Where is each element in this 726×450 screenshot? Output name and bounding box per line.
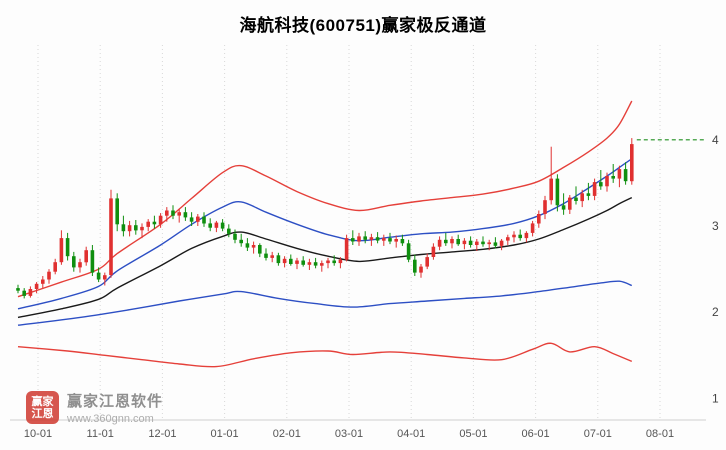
x-tick-label: 03-01 <box>335 428 363 440</box>
x-axis-labels: 10-01 11-01 12-01 01-01 02-01 03-01 04-01 05-01… <box>24 428 674 440</box>
brand-name: 赢家江恩软件 <box>67 393 164 410</box>
band-lower-red <box>17 342 633 368</box>
x-tick-label: 06-01 <box>522 428 550 440</box>
watermark: 赢家 江恩 赢家江恩软件 www.360gnn.com <box>26 390 163 425</box>
x-tick-label: 07-01 <box>584 428 612 440</box>
watermark-text: 赢家江恩软件 www.360gnn.com <box>67 390 163 425</box>
band-lower-blue <box>17 280 633 326</box>
x-tick-label: 10-01 <box>24 428 52 440</box>
x-tick-label: 04-01 <box>397 428 425 440</box>
x-tick-label: 02-01 <box>273 428 301 440</box>
x-tick-label: 11-01 <box>87 428 114 440</box>
logo-text-bottom: 江恩 <box>31 407 54 420</box>
x-tick-label: 01-01 <box>211 428 239 440</box>
gridlines <box>37 45 661 420</box>
y-tick-label: 2 <box>712 305 719 319</box>
candles <box>16 138 634 299</box>
y-tick-label: 1 <box>712 391 719 405</box>
x-tick-label: 08-01 <box>646 428 674 440</box>
y-tick-label: 3 <box>712 219 719 233</box>
x-tick-label: 05-01 <box>459 428 487 440</box>
y-axis-labels: 4 3 2 1 <box>712 133 719 406</box>
logo-text-top: 赢家 <box>31 395 54 408</box>
band-upper-red <box>17 100 633 298</box>
y-tick-label: 4 <box>712 133 719 147</box>
chart-title: 海航科技(600751)赢家极反通道 <box>239 16 487 35</box>
x-tick-label: 12-01 <box>148 428 176 440</box>
band-middle-black <box>17 196 633 319</box>
brand-logo-icon: 赢家 江恩 <box>26 391 59 424</box>
brand-url: www.360gnn.com <box>67 413 154 425</box>
